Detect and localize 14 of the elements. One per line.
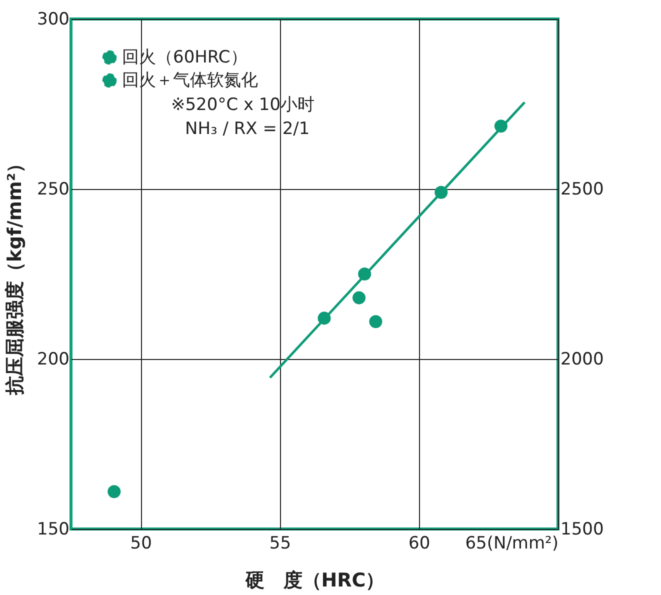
annotation: NH₃ / RX = 2/1 (185, 119, 310, 139)
x-tick-label: 55 (269, 534, 292, 554)
y-tick-label: 300 (37, 10, 70, 30)
y-axis-title: 抗压屈服强度（kgf/mm²） (4, 154, 26, 396)
x-tick-label: 65(N/mm²) (465, 534, 558, 554)
y2-tick-label: 2500 (560, 180, 604, 200)
x-tick-label: 60 (408, 534, 430, 554)
y-tick-label: 200 (37, 350, 70, 370)
y2-tick-label: 2000 (560, 350, 604, 370)
x-tick-label: 50 (130, 534, 152, 554)
y-tick-label: 250 (37, 180, 70, 200)
y-tick-label: 150 (37, 520, 70, 540)
y2-tick-label: 1500 (560, 520, 604, 540)
x-axis-title: 硬 度（HRC） (244, 570, 385, 592)
